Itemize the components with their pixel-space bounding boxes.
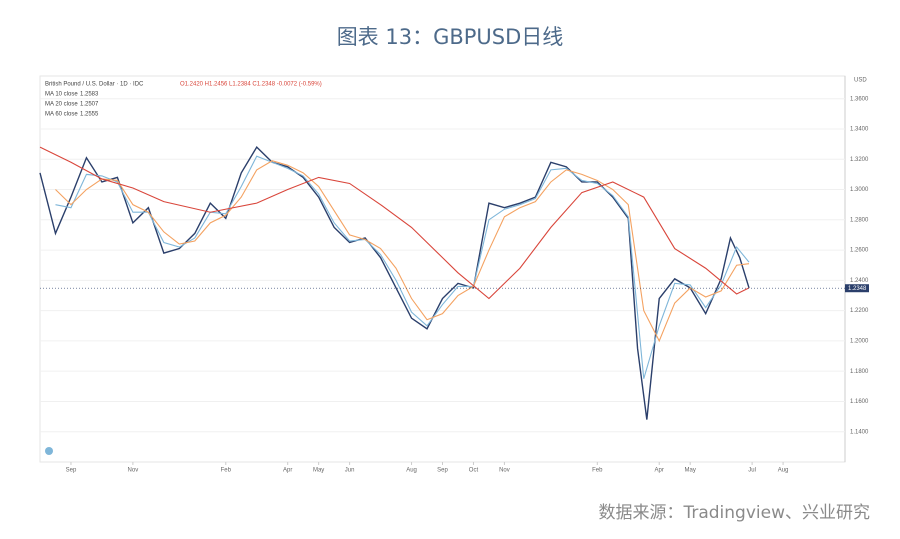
x-tick-label: Sep: [437, 468, 448, 474]
y-unit: USD: [854, 78, 867, 84]
series-line: [39, 146, 750, 420]
legend-label: MA 20 close: [45, 102, 78, 108]
y-tick-label: 1.2600: [850, 248, 869, 254]
x-tick-label: Aug: [778, 468, 789, 474]
x-tick-label: Sep: [66, 468, 77, 474]
x-tick-label: May: [313, 468, 324, 474]
y-tick-label: 1.2800: [850, 217, 869, 223]
x-tick-label: Apr: [283, 468, 292, 474]
ohlc-text: O1.2420 H1.2456 L1.2384 C1.2348 -0.0072 …: [180, 82, 322, 88]
series-line: [55, 155, 750, 379]
x-tick-label: Jul: [748, 468, 756, 474]
x-tick-label: Jun: [345, 468, 355, 474]
legend-label: MA 60 close: [45, 112, 78, 118]
last-price-label: 1.2348: [848, 286, 867, 292]
y-tick-label: 1.3000: [850, 187, 869, 193]
y-tick-label: 1.1800: [850, 369, 869, 375]
y-tick-label: 1.2400: [850, 278, 869, 284]
last-price-box: [845, 284, 869, 293]
y-tick-label: 1.2200: [850, 308, 869, 314]
legend-label: MA 10 close: [45, 92, 78, 98]
legend-value: 1.2507: [80, 102, 99, 108]
x-tick-label: May: [685, 468, 696, 474]
y-tick-label: 1.3200: [850, 157, 869, 163]
legend-value: 1.2583: [80, 92, 99, 98]
y-tick-label: 1.3600: [850, 96, 869, 102]
y-tick-label: 1.1400: [850, 429, 869, 435]
x-tick-label: Nov: [499, 468, 510, 474]
x-tick-label: Apr: [655, 468, 664, 474]
y-tick-label: 1.3400: [850, 127, 869, 133]
plot-frame: [39, 75, 846, 463]
series-line: [55, 160, 750, 343]
y-tick-label: 1.1600: [850, 399, 869, 405]
logo: [45, 447, 53, 455]
series-name: British Pound / U.S. Dollar · 1D · IDC: [45, 82, 144, 88]
series-line: [39, 146, 750, 300]
x-tick-label: Feb: [592, 468, 603, 474]
x-tick-label: Feb: [221, 468, 232, 474]
legend-value: 1.2555: [80, 112, 99, 118]
y-tick-label: 1.2000: [850, 338, 869, 344]
x-tick-label: Aug: [406, 468, 417, 474]
chart-title: 图表 13：GBPUSD日线: [337, 25, 564, 49]
x-tick-label: Oct: [469, 468, 479, 474]
x-tick-label: Nov: [128, 468, 139, 474]
source: 数据来源：Tradingview、兴业研究: [598, 503, 870, 523]
